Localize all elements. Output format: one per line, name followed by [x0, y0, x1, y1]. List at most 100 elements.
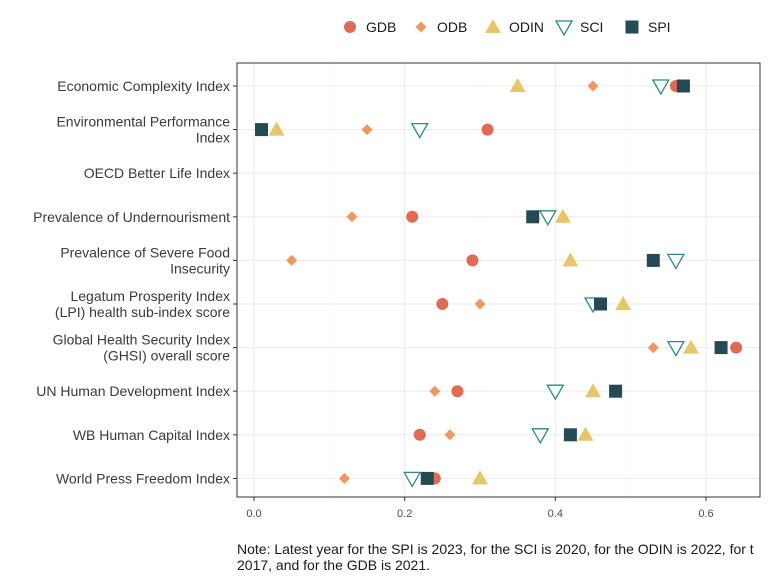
data-points [255, 78, 743, 488]
point-gdb [730, 341, 743, 354]
point-odb [474, 298, 486, 310]
footnote-line-1: Note: Latest year for the SPI is 2023, f… [237, 541, 754, 557]
point-odb [444, 429, 456, 441]
point-gdb [451, 385, 464, 398]
point-odin [554, 208, 571, 223]
series-gdb [406, 80, 743, 485]
point-odb [587, 80, 599, 92]
y-tick-label-line: Insecurity [170, 260, 230, 276]
grid-lines [237, 63, 760, 497]
footnote: Note: Latest year for the SPI is 2023, f… [237, 541, 768, 573]
point-odin [577, 426, 594, 441]
x-tick-label: 0.2 [397, 508, 412, 520]
point-spi [420, 471, 434, 485]
point-gdb [466, 254, 479, 267]
x-tick-label: 0.0 [246, 508, 261, 520]
point-odb [338, 472, 350, 484]
y-tick-label: WB Human Capital Index [73, 427, 230, 443]
point-odin [472, 470, 488, 485]
y-tick-label: OECD Better Life Index [84, 165, 230, 181]
legend-key-sci [554, 20, 574, 37]
point-odin [615, 296, 632, 310]
point-odb [361, 124, 373, 136]
legend-key-gdb [344, 21, 356, 33]
legend-key-odin [485, 19, 501, 33]
point-odin [268, 121, 285, 136]
point-odin [585, 383, 601, 398]
y-tick-label-line: Global Health Security Index [53, 332, 230, 348]
y-tick-label-line: WB Human Capital Index [73, 427, 230, 443]
series-sci [403, 79, 685, 488]
x-axis-ticks: 0.0 0.2 0.4 0.6 [246, 497, 714, 520]
point-spi [676, 79, 690, 93]
point-sci [403, 471, 422, 488]
series-spi [255, 79, 728, 485]
y-tick-label-line: (LPI) health sub-index score [55, 304, 230, 320]
point-sci [666, 340, 685, 357]
legend-item-sci: SCI [554, 19, 603, 37]
point-odin [509, 78, 526, 92]
point-spi [646, 253, 660, 267]
legend-item-gdb: GDB [344, 19, 396, 35]
legend-label: ODB [437, 19, 467, 35]
point-sci [410, 122, 429, 139]
y-axis-labels: Economic Complexity Index Environmental P… [33, 78, 237, 486]
y-tick-label: Legatum Prosperity Index (LPI) health sub… [55, 288, 230, 320]
point-odin [562, 252, 579, 267]
point-sci [651, 79, 670, 96]
point-odb [286, 254, 298, 266]
point-gdb [481, 123, 494, 136]
y-tick-label: UN Human Development Index [36, 383, 230, 399]
legend: GDB ODB ODIN SCI SPI [344, 19, 671, 37]
point-gdb [413, 428, 426, 441]
legend-label: SCI [580, 19, 603, 35]
point-odin [682, 339, 699, 354]
point-sci [546, 384, 565, 401]
point-gdb [436, 298, 449, 310]
y-tick-label-line: Index [196, 130, 230, 146]
x-tick-label: 0.6 [698, 508, 713, 520]
legend-item-odin: ODIN [485, 19, 544, 35]
plot-panel-border [236, 62, 761, 498]
legend-key-odb [415, 21, 427, 33]
point-sci [531, 428, 550, 445]
y-tick-label: Prevalence of Undernourisment [33, 209, 230, 225]
point-spi [714, 341, 728, 355]
y-tick-label-line: Legatum Prosperity Index [70, 288, 230, 304]
point-odb [346, 211, 358, 223]
legend-label: ODIN [509, 19, 544, 35]
series-odb [286, 80, 659, 484]
legend-item-odb: ODB [415, 19, 467, 35]
point-spi [255, 123, 269, 137]
y-tick-label: World Press Freedom Index [56, 470, 230, 486]
y-tick-label: Economic Complexity Index [57, 78, 230, 94]
series-odin [268, 78, 699, 485]
legend-item-spi: SPI [625, 19, 671, 35]
y-tick-label-line: Environmental Performance [56, 114, 230, 130]
point-gdb [406, 210, 419, 223]
point-spi [526, 210, 540, 224]
point-spi [563, 428, 577, 442]
point-sci [538, 210, 557, 227]
y-tick-label-line: (GHSI) overall score [103, 348, 230, 364]
point-spi [594, 297, 608, 311]
x-tick-label: 0.4 [548, 508, 563, 520]
y-tick-label: Global Health Security Index (GHSI) overa… [53, 332, 231, 364]
point-sci [666, 253, 685, 270]
y-tick-label-line: UN Human Development Index [36, 383, 230, 399]
point-odb [647, 342, 659, 354]
legend-key-spi [625, 20, 639, 34]
y-tick-label: Environmental Performance Index [56, 114, 230, 146]
legend-label: SPI [648, 19, 671, 35]
y-tick-label: Prevalence of Severe Food Insecurity [60, 244, 230, 276]
legend-label: GDB [366, 19, 396, 35]
point-spi [609, 384, 623, 398]
y-tick-label-line: OECD Better Life Index [84, 165, 230, 181]
y-tick-label-line: Economic Complexity Index [57, 78, 230, 94]
y-tick-label-line: Prevalence of Undernourisment [33, 209, 230, 225]
footnote-line-2: 2017, and for the GDB is 2021. [237, 557, 431, 573]
y-tick-label-line: World Press Freedom Index [56, 470, 230, 486]
point-odb [429, 385, 441, 397]
y-tick-label-line: Prevalence of Severe Food [60, 244, 230, 260]
